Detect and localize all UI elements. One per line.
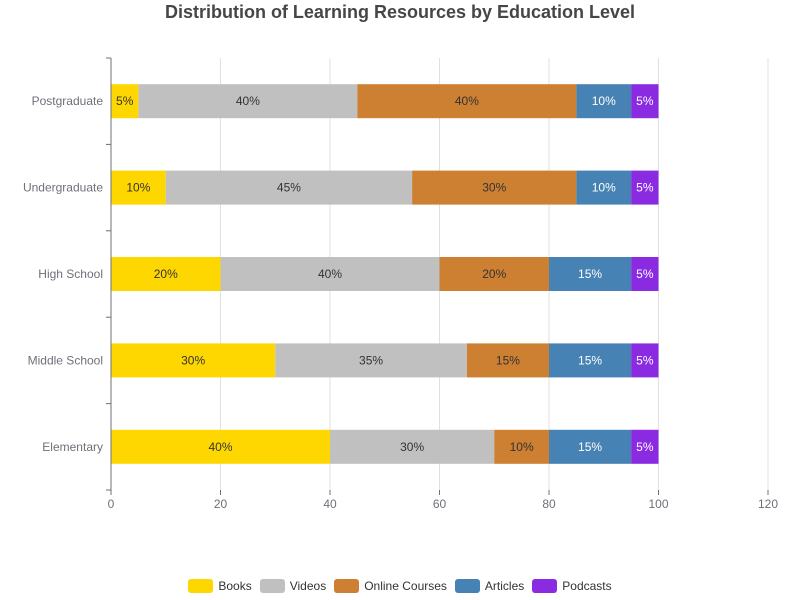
legend-swatch xyxy=(532,579,558,594)
legend-label: Online Courses xyxy=(364,579,447,594)
data-label: 40% xyxy=(236,94,260,108)
legend-label: Podcasts xyxy=(562,579,612,594)
y-tick-label: High School xyxy=(38,267,103,281)
data-label: 5% xyxy=(636,267,654,281)
bar-segment xyxy=(549,257,632,291)
x-tick-label: 80 xyxy=(542,497,556,511)
bar-segment xyxy=(330,429,495,464)
bar-segment xyxy=(494,429,549,464)
bar-segment xyxy=(466,343,549,378)
data-label: 40% xyxy=(455,94,479,108)
chart-legend: Books Videos Online Courses Articles Podcast… xyxy=(0,578,800,594)
bar-segment xyxy=(631,257,659,291)
data-label: 15% xyxy=(496,353,520,367)
bar-segment xyxy=(165,170,413,205)
x-tick-label: 60 xyxy=(433,497,447,511)
data-label: 15% xyxy=(578,440,602,454)
data-label: 15% xyxy=(578,353,602,367)
bar-segment xyxy=(549,343,632,378)
bar-segment xyxy=(631,170,659,205)
legend-label: Books xyxy=(218,579,252,594)
bar-segment xyxy=(576,84,632,119)
data-label: 10% xyxy=(592,94,616,108)
bar-segment xyxy=(631,84,659,119)
data-label: 5% xyxy=(636,353,654,367)
bar-segment xyxy=(576,170,632,205)
data-label: 10% xyxy=(510,440,534,454)
data-label: 35% xyxy=(359,353,383,367)
bar-segment xyxy=(631,429,659,464)
bar-segment xyxy=(111,170,166,205)
legend-item[interactable]: Books xyxy=(188,578,252,594)
data-label: 20% xyxy=(482,267,506,281)
y-tick-label: Postgraduate xyxy=(32,94,104,108)
data-label: 15% xyxy=(578,267,602,281)
legend-swatch xyxy=(259,579,285,594)
data-label: 5% xyxy=(636,94,654,108)
y-tick-label: Middle School xyxy=(28,353,103,367)
bar-segment xyxy=(111,343,276,378)
data-label: 30% xyxy=(181,353,205,367)
data-label: 5% xyxy=(636,440,654,454)
data-label: 30% xyxy=(482,181,506,195)
legend-label: Articles xyxy=(484,579,525,594)
y-tick-label: Undergraduate xyxy=(23,181,103,195)
bar-segment xyxy=(549,429,632,464)
legend-label: Videos xyxy=(289,579,327,594)
bar-segment xyxy=(220,257,440,291)
legend-swatch xyxy=(188,579,214,594)
data-label: 40% xyxy=(208,440,232,454)
data-label: 5% xyxy=(116,94,134,108)
data-label: 5% xyxy=(636,181,654,195)
data-label: 10% xyxy=(126,181,150,195)
data-label: 40% xyxy=(318,267,342,281)
data-label: 10% xyxy=(592,181,616,195)
x-tick-label: 20 xyxy=(214,497,228,511)
bar-segment xyxy=(111,84,139,119)
legend-swatch xyxy=(454,579,480,594)
data-label: 20% xyxy=(154,267,178,281)
x-tick-label: 120 xyxy=(758,497,778,511)
legend-item[interactable]: Videos xyxy=(259,578,327,594)
x-tick-label: 0 xyxy=(108,497,115,511)
bar-segment xyxy=(138,84,358,119)
x-tick-label: 100 xyxy=(648,497,668,511)
data-label: 45% xyxy=(277,181,301,195)
bar-segment xyxy=(111,429,330,464)
legend-item[interactable]: Online Courses xyxy=(334,578,447,594)
bar-segment xyxy=(439,257,549,291)
bar-segment xyxy=(631,343,659,378)
legend-swatch xyxy=(334,579,360,594)
bar-segment xyxy=(412,170,577,205)
legend-item[interactable]: Podcasts xyxy=(532,578,612,594)
y-tick-label: Elementary xyxy=(42,440,103,454)
chart-title: Distribution of Learning Resources by Ed… xyxy=(164,2,636,22)
legend-item[interactable]: Articles xyxy=(454,578,525,594)
bar-segment xyxy=(275,343,467,378)
bar-segment xyxy=(357,84,577,119)
bar-segment xyxy=(111,257,221,291)
x-tick-label: 40 xyxy=(323,497,337,511)
data-label: 30% xyxy=(400,440,424,454)
